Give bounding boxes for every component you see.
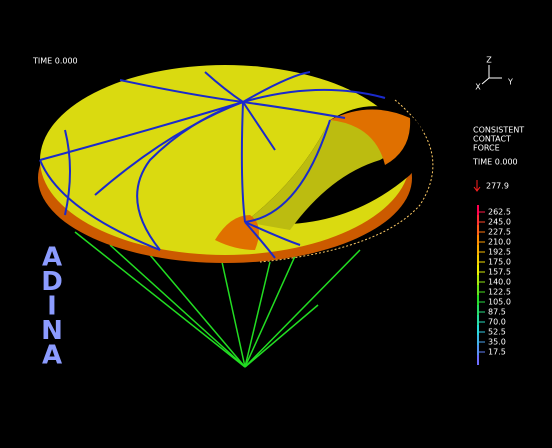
legend-level: 210.0 [488, 238, 511, 247]
cut-outline [259, 99, 434, 263]
axis-y: Y [507, 78, 513, 87]
legend-scale: 262.5245.0227.5210.0192.5175.0157.5140.0… [477, 205, 511, 365]
legend-max: 277.9 [486, 182, 509, 191]
inner-rim [330, 109, 411, 165]
legend-level: 52.5 [488, 328, 506, 337]
logo-letter: A [42, 243, 62, 273]
legend-level: 262.5 [488, 208, 511, 217]
legend-level: 227.5 [488, 228, 511, 237]
time-label: TIME 0.000 [32, 57, 78, 66]
legend-level: 192.5 [488, 248, 511, 257]
legend-title: CONSISTENT [473, 126, 524, 135]
legend-title: FORCE [473, 144, 500, 153]
legend-level: 175.0 [488, 258, 511, 267]
logo-letter: N [41, 316, 63, 346]
legend-level: 140.0 [488, 278, 511, 287]
max-arrow [473, 180, 481, 192]
cables [74, 231, 361, 368]
logo-letter: D [41, 267, 63, 297]
legend-time: TIME 0.000 [472, 158, 518, 167]
axis-z: Z [486, 56, 492, 65]
logo-letter: A [42, 341, 62, 371]
axis-triad [481, 65, 502, 85]
legend-title: CONTACT [473, 135, 511, 144]
legend-level: 245.0 [488, 218, 511, 227]
mesh [39, 71, 386, 259]
logo-letter: I [47, 292, 57, 322]
legend-level: 105.0 [488, 298, 511, 307]
legend-level: 35.0 [488, 338, 506, 347]
legend-level: 87.5 [488, 308, 506, 317]
legend-level: 157.5 [488, 268, 511, 277]
axis-x: X [475, 83, 481, 92]
legend-level: 17.5 [488, 348, 506, 357]
legend-level: 70.0 [488, 318, 506, 327]
legend-level: 122.5 [488, 288, 511, 297]
